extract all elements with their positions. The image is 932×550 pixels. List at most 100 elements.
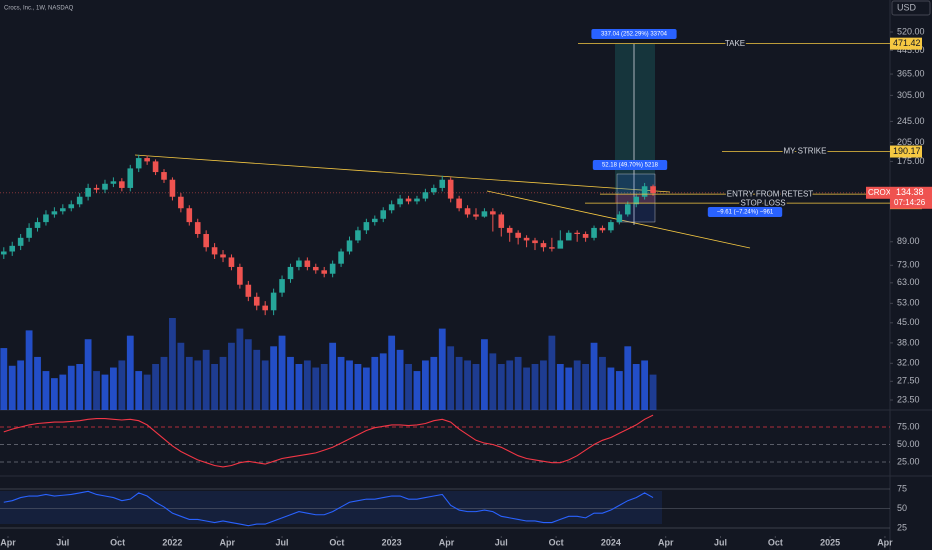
candle-body — [363, 222, 370, 231]
candle-body — [456, 198, 462, 209]
volume-bar — [34, 356, 41, 410]
candle-body — [388, 204, 395, 211]
volume-bar — [194, 360, 202, 410]
measure-label: 337.04 (252.29%) 33704 — [601, 32, 668, 38]
candle-body — [599, 227, 606, 231]
volume-bar — [607, 367, 615, 410]
volume-bar — [329, 342, 337, 410]
volume-bar — [135, 371, 143, 410]
candle-body — [220, 254, 226, 258]
candle-body — [262, 305, 268, 311]
candle-body — [228, 257, 235, 267]
level-label: STOP LOSS — [740, 198, 785, 207]
candle-body — [380, 210, 387, 219]
measure-label: −9.61 (−7.24%) −961 — [717, 210, 774, 216]
volume-bar — [421, 360, 429, 410]
level-tag-value: 471.42 — [893, 38, 921, 48]
volume-bar — [489, 353, 497, 410]
volume-bar — [599, 356, 606, 410]
x-tick-label: 2025 — [820, 537, 840, 547]
level-label: MY STRIKE — [784, 147, 827, 156]
y-tick-label: 27.50 — [897, 376, 920, 386]
volume-bar — [506, 360, 514, 410]
candle-body — [591, 227, 597, 238]
volume-bar — [0, 348, 8, 410]
volume-bar — [438, 328, 446, 410]
symbol-tag — [866, 186, 890, 199]
candle-body — [178, 196, 184, 209]
currency[interactable]: USD — [897, 2, 917, 12]
volume-bar — [641, 360, 649, 410]
candle-body — [523, 237, 530, 241]
volume-bar — [152, 364, 159, 410]
measure-box — [591, 29, 677, 39]
candle-body — [431, 187, 437, 193]
candle-body — [565, 232, 572, 241]
y-tick-label: 63.00 — [897, 277, 920, 287]
currency-button[interactable] — [891, 0, 931, 16]
x-tick-label: Jul — [56, 537, 69, 547]
candle-body — [287, 266, 294, 280]
volume-bar — [303, 360, 311, 410]
volume-bar — [573, 360, 581, 410]
candle-body — [9, 245, 16, 252]
volume-bar — [337, 356, 345, 410]
candle-body — [203, 234, 209, 248]
x-tick-label: 2024 — [601, 537, 621, 547]
y-tick-label: 365.00 — [897, 68, 925, 78]
y-tick-label: 245.00 — [897, 116, 925, 126]
candle-body — [624, 204, 631, 215]
volume-bar — [93, 371, 100, 410]
volume-bar — [447, 346, 455, 410]
measure-box — [707, 207, 783, 217]
candle-body — [0, 251, 7, 255]
x-tick-label: Oct — [768, 537, 783, 547]
indicator-tick-label: 50.00 — [897, 439, 920, 449]
x-tick-label: 2023 — [382, 537, 402, 547]
candle-body — [43, 214, 49, 223]
candle-body — [574, 232, 580, 235]
candle-body — [650, 186, 656, 194]
x-tick-label: Apr — [658, 537, 674, 547]
candle-body — [270, 292, 277, 311]
volume-bar — [514, 356, 522, 410]
volume-bar — [320, 364, 328, 410]
candle-body — [608, 222, 614, 231]
volume-bar — [244, 339, 252, 410]
level-label: ENTRY FROM RETEST — [727, 189, 813, 198]
volume-bar — [556, 364, 564, 410]
candle-body — [329, 263, 336, 274]
candle-body — [641, 186, 648, 197]
y-tick-label: 45.00 — [897, 317, 920, 327]
candle-body — [17, 237, 24, 246]
candle-body — [397, 198, 403, 205]
volume-bar — [253, 349, 261, 410]
x-tick-label: Apr — [877, 537, 893, 547]
volume-bar — [177, 342, 185, 410]
volume-bar — [632, 364, 640, 410]
indicator-line — [3, 414, 654, 468]
indicator-line — [3, 490, 654, 527]
candle-body — [532, 240, 538, 244]
volume-bar — [118, 360, 126, 410]
last-price: 134.38 — [896, 187, 924, 197]
x-tick-label: Oct — [329, 537, 344, 547]
volume-bar — [565, 367, 573, 410]
candle-body — [422, 192, 429, 199]
candle-body — [68, 204, 75, 209]
candle-body — [34, 222, 41, 228]
indicator-tick-label: 25.00 — [897, 456, 920, 466]
candle-body — [481, 211, 488, 217]
volume-bar — [649, 374, 657, 410]
candle-body — [194, 222, 201, 235]
candle-body — [245, 284, 252, 297]
candle-body — [414, 198, 420, 202]
price-tag — [890, 186, 932, 209]
volume-bar — [8, 365, 16, 410]
volume-bar — [110, 367, 117, 410]
candle-body — [161, 172, 167, 180]
level-tag — [890, 37, 922, 50]
candle-body — [372, 218, 378, 223]
indicator-tick-label: 75.00 — [897, 421, 920, 431]
target-zone — [615, 43, 655, 195]
